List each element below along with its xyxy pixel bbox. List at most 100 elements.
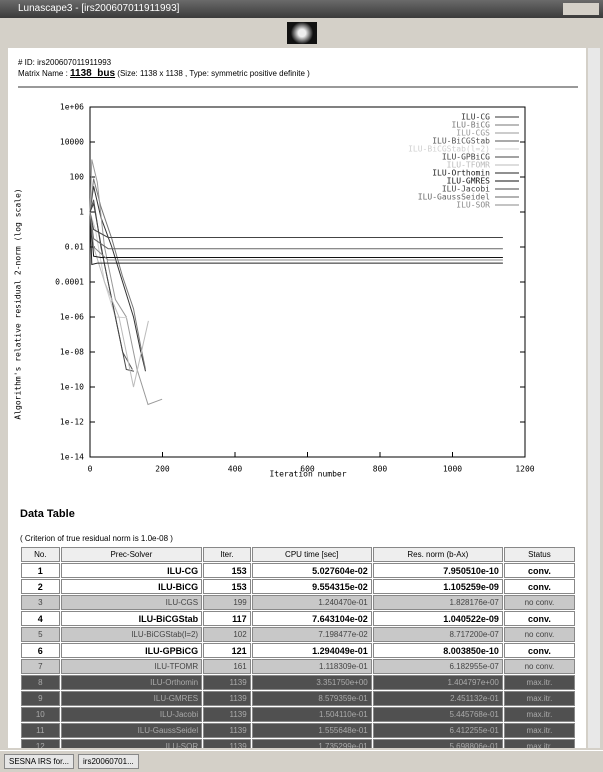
table-row: 11 ILU-GaussSeidel 1139 1.555648e-01 6.41225… <box>21 723 575 738</box>
table-cell: 7.643104e-02 <box>251 611 372 626</box>
table-cell: 1139 <box>203 675 251 690</box>
series-line <box>89 211 503 261</box>
y-axis-label: Algorithm's relative residual 2-norm (lo… <box>14 188 23 419</box>
table-cell: 1 <box>21 563 60 578</box>
table-cell: ILU-Jacobi <box>60 707 203 722</box>
column-header: Iter. <box>203 547 251 562</box>
y-tick-label: 1e-08 <box>60 348 84 357</box>
table-cell: 1.555648e-01 <box>251 723 372 738</box>
y-tick-label: 1e-14 <box>60 453 84 462</box>
x-axis-label: Iteration number <box>269 470 346 479</box>
table-row: 3 ILU-CGS 199 1.240470e-01 1.828176e-07 no co… <box>21 595 575 610</box>
table-cell: 10 <box>21 707 60 722</box>
table-cell: 1.735299e-01 <box>251 739 372 748</box>
table-cell: 1139 <box>203 707 251 722</box>
table-cell: max.itr. <box>503 707 575 722</box>
chart: Algorithm's relative residual 2-norm (lo… <box>14 103 535 479</box>
column-header: Res. norm (b-Ax) <box>372 547 503 562</box>
table-cell: ILU-GMRES <box>60 691 203 706</box>
series-line <box>89 211 149 388</box>
table-cell: max.itr. <box>503 723 575 738</box>
table-cell: max.itr. <box>503 691 575 706</box>
table-row: 2 ILU-BiCG 153 9.554315e-02 1.105259e-09 conv… <box>21 579 575 594</box>
y-tick-label: 10000 <box>60 138 84 147</box>
table-cell: 7 <box>21 659 60 674</box>
table-cell: 9 <box>21 691 60 706</box>
legend-label: ILU-TFOMR <box>447 161 491 170</box>
series-line <box>89 211 503 238</box>
y-tick-label: 1e-10 <box>60 383 84 392</box>
table-cell: 12 <box>21 739 60 748</box>
table-cell: 2.451132e-01 <box>372 691 503 706</box>
table-cell: 8.717200e-07 <box>372 627 503 642</box>
table-row: 7 ILU-TFOMR 161 1.118309e-01 6.182955e-07 no … <box>21 659 575 674</box>
x-tick-label: 400 <box>228 465 243 474</box>
x-tick-label: 600 <box>300 465 315 474</box>
series-line <box>89 186 146 372</box>
table-cell: 1.040522e-09 <box>372 611 503 626</box>
table-cell: 7.950510e-10 <box>372 563 503 578</box>
series-line <box>89 199 133 370</box>
matrix-line: Matrix Name : 1138_bus (Size: 1138 x 113… <box>18 68 310 79</box>
table-cell: ILU-SOR <box>60 739 203 748</box>
legend-label: ILU-BiCGStab(l=2) <box>408 145 490 154</box>
matrix-link[interactable]: 1138_bus <box>70 68 116 79</box>
table-cell: ILU-BiCGStab(l=2) <box>60 627 203 642</box>
table-cell: conv. <box>503 579 575 594</box>
title-bar: Lunascape3 - [irs200607011911993] <box>0 0 603 18</box>
window-title: Lunascape3 - [irs200607011911993] <box>18 3 180 14</box>
table-row: 8 ILU-Orthomin 1139 3.351750e+00 1.404797e+0… <box>21 675 575 690</box>
logo[interactable] <box>287 22 317 44</box>
legend-label: ILU-GPBiCG <box>442 153 490 162</box>
y-tick-label: 0.01 <box>65 243 84 252</box>
series-line <box>89 159 163 406</box>
table-cell: 5.027604e-02 <box>251 563 372 578</box>
table-row: 4 ILU-BiCGStab 117 7.643104e-02 1.040522e-09… <box>21 611 575 626</box>
legend-label: ILU-BiCGStab <box>432 137 490 146</box>
table-row: 12 ILU-SOR 1139 1.735299e-01 5.698806e-01 max… <box>21 739 575 748</box>
table-cell: 5.445768e-01 <box>372 707 503 722</box>
scrollbar[interactable] <box>588 48 600 748</box>
table-cell: no conv. <box>503 627 575 642</box>
x-tick-label: 0 <box>88 465 93 474</box>
table-cell: 5 <box>21 627 60 642</box>
series-line <box>89 201 135 372</box>
legend-label: ILU-Orthomin <box>432 169 490 178</box>
id-text: # ID: irs200607011911993 <box>18 58 112 67</box>
table-cell: 8 <box>21 675 60 690</box>
task-tab[interactable]: SESNA IRS for... <box>4 754 75 769</box>
legend-label: ILU-SOR <box>456 201 490 210</box>
table-cell: 153 <box>203 579 251 594</box>
table-cell: 5.698806e-01 <box>372 739 503 748</box>
table-cell: ILU-BiCG <box>60 579 203 594</box>
table-cell: ILU-CG <box>60 563 203 578</box>
table-cell: 3 <box>21 595 60 610</box>
task-tab[interactable]: irs20060701... <box>78 754 139 769</box>
table-cell: max.itr. <box>503 675 575 690</box>
series-line <box>89 211 503 266</box>
x-tick-label: 1000 <box>443 465 462 474</box>
y-tick-label: 1e+06 <box>60 103 84 112</box>
table-cell: 1139 <box>203 723 251 738</box>
window-buttons[interactable] <box>563 3 599 15</box>
table-cell: 1.504110e-01 <box>251 707 372 722</box>
table-cell: ILU-GaussSeidel <box>60 723 203 738</box>
criterion: ( Criterion of true residual norm is 1.0… <box>20 534 173 543</box>
table-cell: 2 <box>21 579 60 594</box>
column-header: CPU time [sec] <box>251 547 372 562</box>
table-row: 5 ILU-BiCGStab(l=2) 102 7.198477e-02 8.71720… <box>21 627 575 642</box>
content: # ID: irs200607011911993 Matrix Name : 1… <box>8 48 586 748</box>
table-cell: 3.351750e+00 <box>251 675 372 690</box>
table-cell: 11 <box>21 723 60 738</box>
table-cell: max.itr. <box>503 739 575 748</box>
table-cell: 161 <box>203 659 251 674</box>
matrix-label: Matrix Name : <box>18 69 71 78</box>
y-tick-label: 1 <box>79 208 84 217</box>
legend-label: ILU-BiCG <box>451 121 490 130</box>
table-cell: ILU-TFOMR <box>60 659 203 674</box>
table-cell: 121 <box>203 643 251 658</box>
table-title: Data Table <box>20 508 75 520</box>
table-row: 9 ILU-GMRES 1139 8.579359e-01 2.451132e-01 ma… <box>21 691 575 706</box>
series-line <box>89 211 503 250</box>
